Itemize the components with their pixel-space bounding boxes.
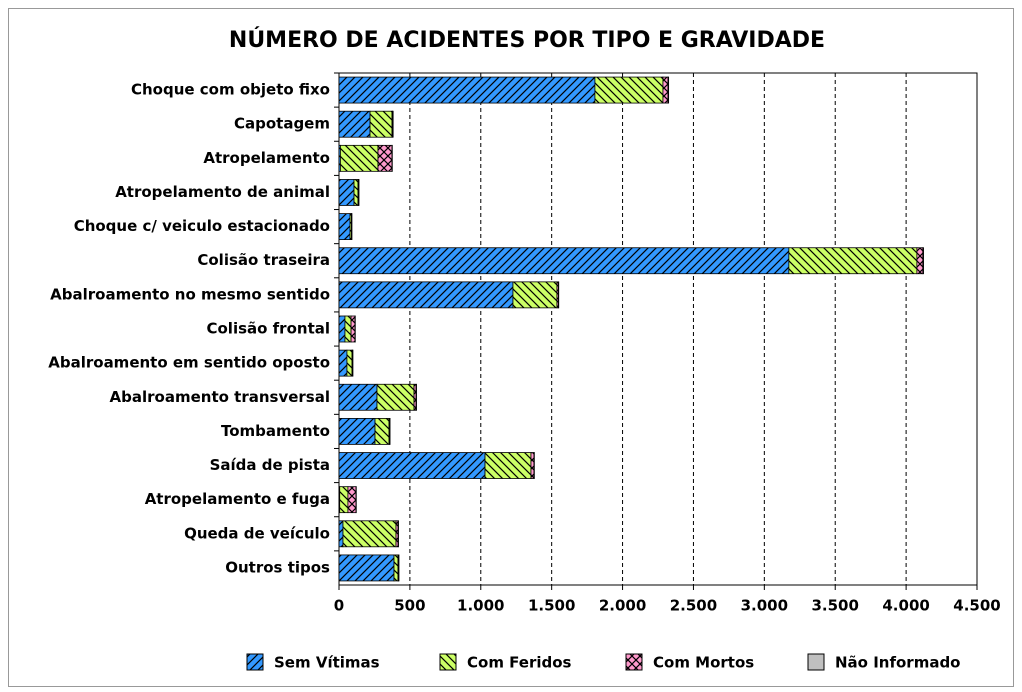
bar-segment — [338, 213, 351, 241]
y-tick-label: Capotagem — [234, 115, 330, 133]
chart-title: NÚMERO DE ACIDENTES POR TIPO E GRAVIDADE — [229, 27, 825, 53]
bar-segment — [484, 452, 532, 479]
bar-segment — [340, 144, 379, 172]
y-tick-label: Outros tipos — [225, 558, 330, 576]
y-tick-label: Abalroamento no mesmo sentido — [50, 285, 330, 303]
bar-segment — [338, 520, 344, 548]
bar-segment — [377, 144, 393, 172]
x-tick-label: 3.500 — [811, 597, 858, 615]
x-tick-label: 500 — [394, 597, 425, 615]
bar-segment — [338, 554, 395, 582]
bar-segment — [376, 383, 415, 411]
x-tick-label: 2.500 — [670, 597, 717, 615]
bar-segment — [788, 247, 918, 275]
x-tick-label: 1.500 — [528, 597, 575, 615]
y-tick-label: Abalroamento transversal — [110, 388, 330, 406]
bar-segment — [667, 76, 670, 104]
legend-swatch — [246, 653, 264, 671]
bar-segment — [374, 417, 390, 445]
bar-segment — [350, 315, 356, 343]
legend-label: Com Feridos — [467, 654, 572, 672]
bar-segment — [344, 315, 352, 343]
legend-swatch — [439, 653, 457, 671]
bar-segment — [339, 486, 349, 514]
bar-segment — [338, 383, 378, 411]
bar-segment — [594, 76, 664, 104]
bar-segment — [347, 486, 357, 514]
bar-segment — [922, 247, 924, 275]
bar-segment — [338, 315, 346, 343]
bar-segment — [338, 417, 376, 445]
bar-segment — [338, 247, 790, 275]
legend-swatch — [625, 653, 643, 671]
bar-segment — [353, 179, 359, 206]
bar-segment — [338, 349, 348, 377]
y-tick-label: Abalroamento em sentido oposto — [48, 354, 330, 372]
bar-segment — [530, 452, 535, 479]
bar-segment — [338, 281, 514, 309]
y-tick-label: Colisão traseira — [197, 251, 330, 269]
y-tick-label: Saída de pista — [210, 456, 330, 474]
x-tick-label: 1.000 — [457, 597, 504, 615]
bar-segment — [369, 110, 393, 138]
bar-segment — [393, 554, 399, 582]
y-tick-label: Atropelamento de animal — [115, 183, 330, 201]
legend-swatch — [807, 653, 825, 671]
y-tick-label: Queda de veículo — [184, 524, 330, 542]
y-tick-label: Choque com objeto fixo — [131, 81, 330, 99]
y-tick-label: Tombamento — [221, 422, 330, 440]
y-tick-label: Colisão frontal — [206, 320, 330, 338]
bar-segment — [512, 281, 558, 309]
bar-segment — [338, 179, 355, 206]
bar-segment — [346, 349, 353, 377]
y-tick-label: Atropelamento — [203, 149, 330, 167]
legend-label: Não Informado — [835, 654, 961, 672]
x-tick-label: 4.000 — [882, 597, 929, 615]
bar-segment — [342, 520, 397, 548]
y-tick-label: Choque c/ veiculo estacionado — [74, 217, 330, 235]
x-tick-label: 4.500 — [953, 597, 1000, 615]
bar-segment — [338, 452, 486, 479]
legend-label: Sem Vítimas — [274, 654, 380, 672]
x-tick-label: 2.000 — [599, 597, 646, 615]
x-tick-label: 3.000 — [741, 597, 788, 615]
bar-segment — [338, 110, 371, 138]
legend-label: Com Mortos — [653, 654, 754, 672]
bar-segment — [916, 247, 924, 275]
bar-segment — [662, 76, 669, 104]
bar-segment — [338, 76, 596, 104]
y-tick-label: Atropelamento e fuga — [145, 490, 330, 508]
plot-area — [338, 72, 978, 586]
x-tick-label: 0 — [334, 597, 344, 615]
